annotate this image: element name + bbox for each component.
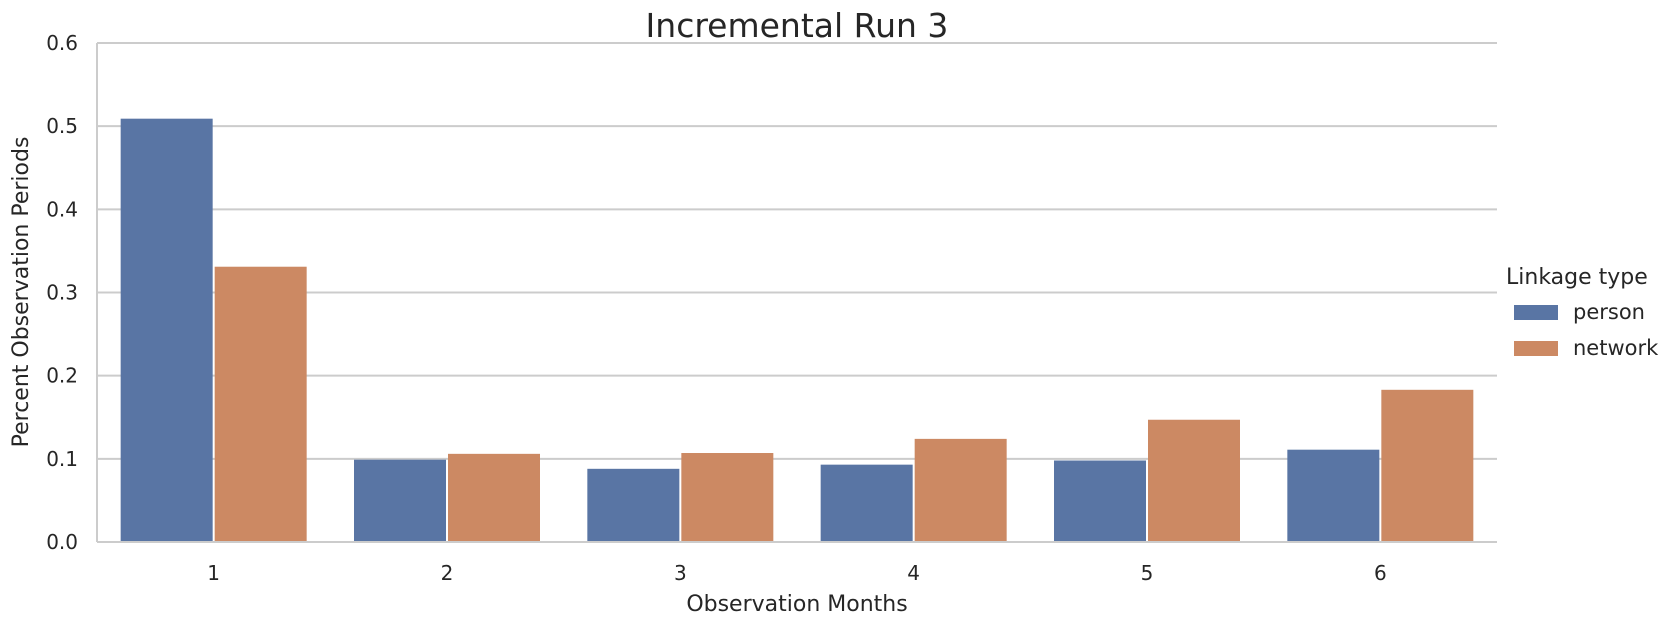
y-tick-label: 0.5 <box>46 114 78 138</box>
y-axis-title: Percent Observation Periods <box>9 137 34 448</box>
legend-label-network: network <box>1573 336 1659 360</box>
x-tick-label: 4 <box>907 561 920 585</box>
bar-person <box>1287 449 1380 542</box>
legend-title: Linkage type <box>1506 265 1648 290</box>
y-tick-labels: 0.0 0.1 0.2 0.3 0.4 0.5 0.6 <box>46 31 78 554</box>
chart-title: Incremental Run 3 <box>646 6 949 45</box>
legend-swatch-network <box>1514 341 1558 356</box>
x-tick-label: 6 <box>1374 561 1387 585</box>
bar-person <box>120 118 213 542</box>
y-tick-label: 0.3 <box>46 281 78 305</box>
legend-label-person: person <box>1573 300 1645 324</box>
grid-lines <box>97 42 1497 460</box>
bar-person <box>820 464 913 542</box>
bar-person <box>354 459 446 542</box>
bar-network <box>448 453 540 542</box>
y-tick-label: 0.6 <box>46 31 78 55</box>
y-tick-label: 0.4 <box>46 197 78 221</box>
bars <box>120 118 1474 542</box>
x-tick-label: 1 <box>207 561 220 585</box>
x-tick-label: 5 <box>1141 561 1154 585</box>
legend-swatch-person <box>1514 305 1558 320</box>
legend-items: person network <box>1514 300 1659 360</box>
bar-network <box>914 438 1007 542</box>
x-tick-label: 3 <box>674 561 687 585</box>
bar-person <box>1054 460 1146 542</box>
bar-network <box>1148 419 1240 542</box>
y-tick-label: 0.0 <box>46 530 78 554</box>
y-tick-label: 0.2 <box>46 364 78 388</box>
legend: Linkage type person network <box>1506 265 1659 360</box>
bar-network <box>681 453 774 542</box>
y-tick-label: 0.1 <box>46 447 78 471</box>
x-tick-label: 2 <box>441 561 454 585</box>
axes <box>96 43 1497 543</box>
bar-network <box>1381 389 1474 542</box>
bar-person <box>587 468 680 542</box>
x-axis-title: Observation Months <box>686 592 907 617</box>
bar-network <box>214 266 307 542</box>
x-tick-labels: 1 2 3 4 5 6 <box>207 561 1386 585</box>
